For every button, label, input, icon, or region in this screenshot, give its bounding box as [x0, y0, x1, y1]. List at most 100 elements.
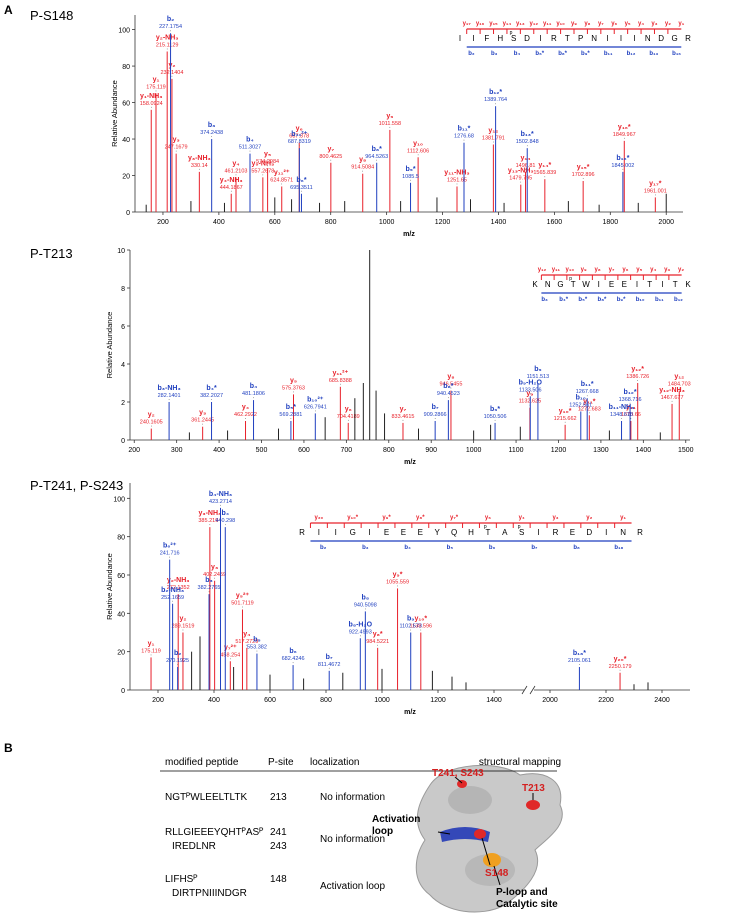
mz-label: 1267.668: [576, 389, 599, 395]
ion-label: y₆: [345, 406, 352, 413]
bottom-ion: b₁₀: [636, 297, 645, 303]
bottom-ion: b₁₁: [604, 51, 613, 57]
ion-label: y₄: [242, 404, 249, 411]
y-tick-label: 40: [117, 611, 125, 618]
ion-label: b₁₈*: [573, 650, 586, 657]
region-label: Catalytic site: [496, 899, 558, 910]
mz-label: 685.8388: [329, 378, 352, 384]
bottom-ion: b₄: [404, 545, 411, 551]
mz-label: 914.5084: [351, 165, 374, 171]
ion-label: y₃: [199, 410, 206, 417]
top-ion: y₁₄: [503, 21, 512, 27]
top-ion: y₁: [678, 21, 684, 27]
mz-label: 461.2103: [225, 168, 248, 174]
peptide: DIRTPNIIINDGR: [172, 888, 247, 899]
top-ion: y₈: [584, 21, 590, 27]
sequence-residue: T: [673, 280, 678, 289]
chart-title: P-T241, P-S243: [30, 478, 123, 493]
bottom-ion: b₈: [573, 545, 580, 551]
mz-label: 1112.606: [407, 148, 429, 154]
bottom-ion: b₃: [491, 51, 498, 57]
mz-label: 374.2438: [200, 130, 223, 136]
x-tick-label: 1500: [678, 447, 694, 454]
mz-label: 247.1679: [165, 145, 188, 151]
mz-label: 626.7941: [304, 404, 327, 410]
x-tick-label: 300: [171, 447, 183, 454]
ion-label: y₁₂-NH₃: [659, 387, 685, 394]
ion-label: b₁₂*: [489, 89, 502, 96]
ion-label: b₁₀: [576, 395, 586, 402]
top-ion: y₄: [638, 21, 644, 27]
mz-label: 569.2881: [279, 412, 302, 418]
mz-label: 1272.683: [578, 406, 601, 412]
mz-label: 800.4625: [319, 154, 342, 160]
x-tick-label: 900: [425, 447, 437, 454]
ion-label: y₈: [359, 157, 366, 164]
x-tick-label: 800: [383, 447, 395, 454]
mz-label: 227.1754: [159, 24, 182, 30]
mz-label: 1565.839: [533, 170, 556, 176]
bottom-ion: b₁₂: [627, 51, 636, 57]
bottom-ion: b₆: [489, 545, 496, 551]
mz-label: 984.5221: [366, 639, 389, 645]
mz-label: 1138.596: [410, 624, 433, 630]
sequence-residue: I: [636, 280, 638, 289]
ion-label: y₂: [168, 62, 175, 69]
x-tick-label: 1200: [435, 219, 451, 226]
mz-label: 833.4615: [392, 414, 415, 420]
ion-label: b₇: [326, 654, 333, 661]
site-label: T213: [522, 783, 545, 794]
ion-label: y₂: [148, 412, 155, 419]
top-ion: y₁₂: [530, 21, 539, 27]
protein-structure: [415, 764, 563, 913]
mz-label: 946.5455: [439, 382, 462, 388]
y-tick-label: 8: [121, 286, 125, 293]
sequence-residue: A: [502, 528, 508, 537]
ion-label: b₁₁*: [458, 126, 471, 133]
y-tick-label: 0: [121, 688, 125, 695]
modification: p: [569, 276, 572, 282]
mz-label: 682.4246: [282, 656, 305, 662]
mz-label: 1496.81: [516, 163, 536, 169]
bottom-ion: b₃: [362, 545, 369, 551]
ion-label: y₁₇*: [649, 180, 662, 187]
x-tick-label: 1400: [491, 219, 507, 226]
x-tick-label: 1300: [593, 447, 609, 454]
sequence-residue: I: [537, 528, 539, 537]
sequence-residue: N: [545, 280, 551, 289]
ion-label: y₁₀*: [559, 408, 572, 415]
mz-label: 1479.795: [509, 176, 532, 182]
sequence-residue: I: [606, 34, 608, 43]
y-tick-label: 60: [117, 573, 125, 580]
x-tick-label: 600: [269, 219, 281, 226]
mz-label: 1370.66: [621, 412, 641, 418]
ion-label: b₃: [208, 122, 216, 129]
chart-title: P-S148: [30, 8, 73, 23]
mz-label: 1484.703: [668, 382, 691, 388]
mz-label: 382.2027: [200, 393, 223, 399]
bottom-ion: b₅*: [578, 297, 587, 303]
y-tick-label: 60: [122, 101, 130, 108]
sequence-residue: E: [401, 528, 406, 537]
mz-label: 575.3763: [282, 385, 305, 391]
ion-label: b₂-NH₃: [161, 587, 184, 594]
table-header: modified peptide: [165, 757, 239, 768]
localization: No information: [320, 834, 385, 845]
mz-label: 511.3027: [239, 145, 262, 151]
mz-label: 1011.558: [379, 121, 402, 127]
mz-label: 922.4993: [349, 629, 372, 635]
sequence-residue: S: [511, 34, 516, 43]
top-ion: y₂: [665, 21, 671, 27]
mz-label: 1467.677: [661, 395, 684, 401]
sequence-residue: I: [633, 34, 635, 43]
x-tick-label: 1600: [547, 219, 563, 226]
mz-label: 1252.561: [569, 403, 592, 409]
ion-label: y₂: [179, 616, 186, 623]
bottom-ion: b₁₂: [674, 297, 683, 303]
top-ion: y₉*: [382, 515, 391, 521]
top-ion: y₁₀*: [347, 515, 359, 521]
mz-label: 1386.726: [626, 374, 649, 380]
ion-label: b₅*: [286, 404, 296, 411]
top-ion: y₃: [651, 21, 657, 27]
y-tick-label: 20: [122, 174, 130, 181]
